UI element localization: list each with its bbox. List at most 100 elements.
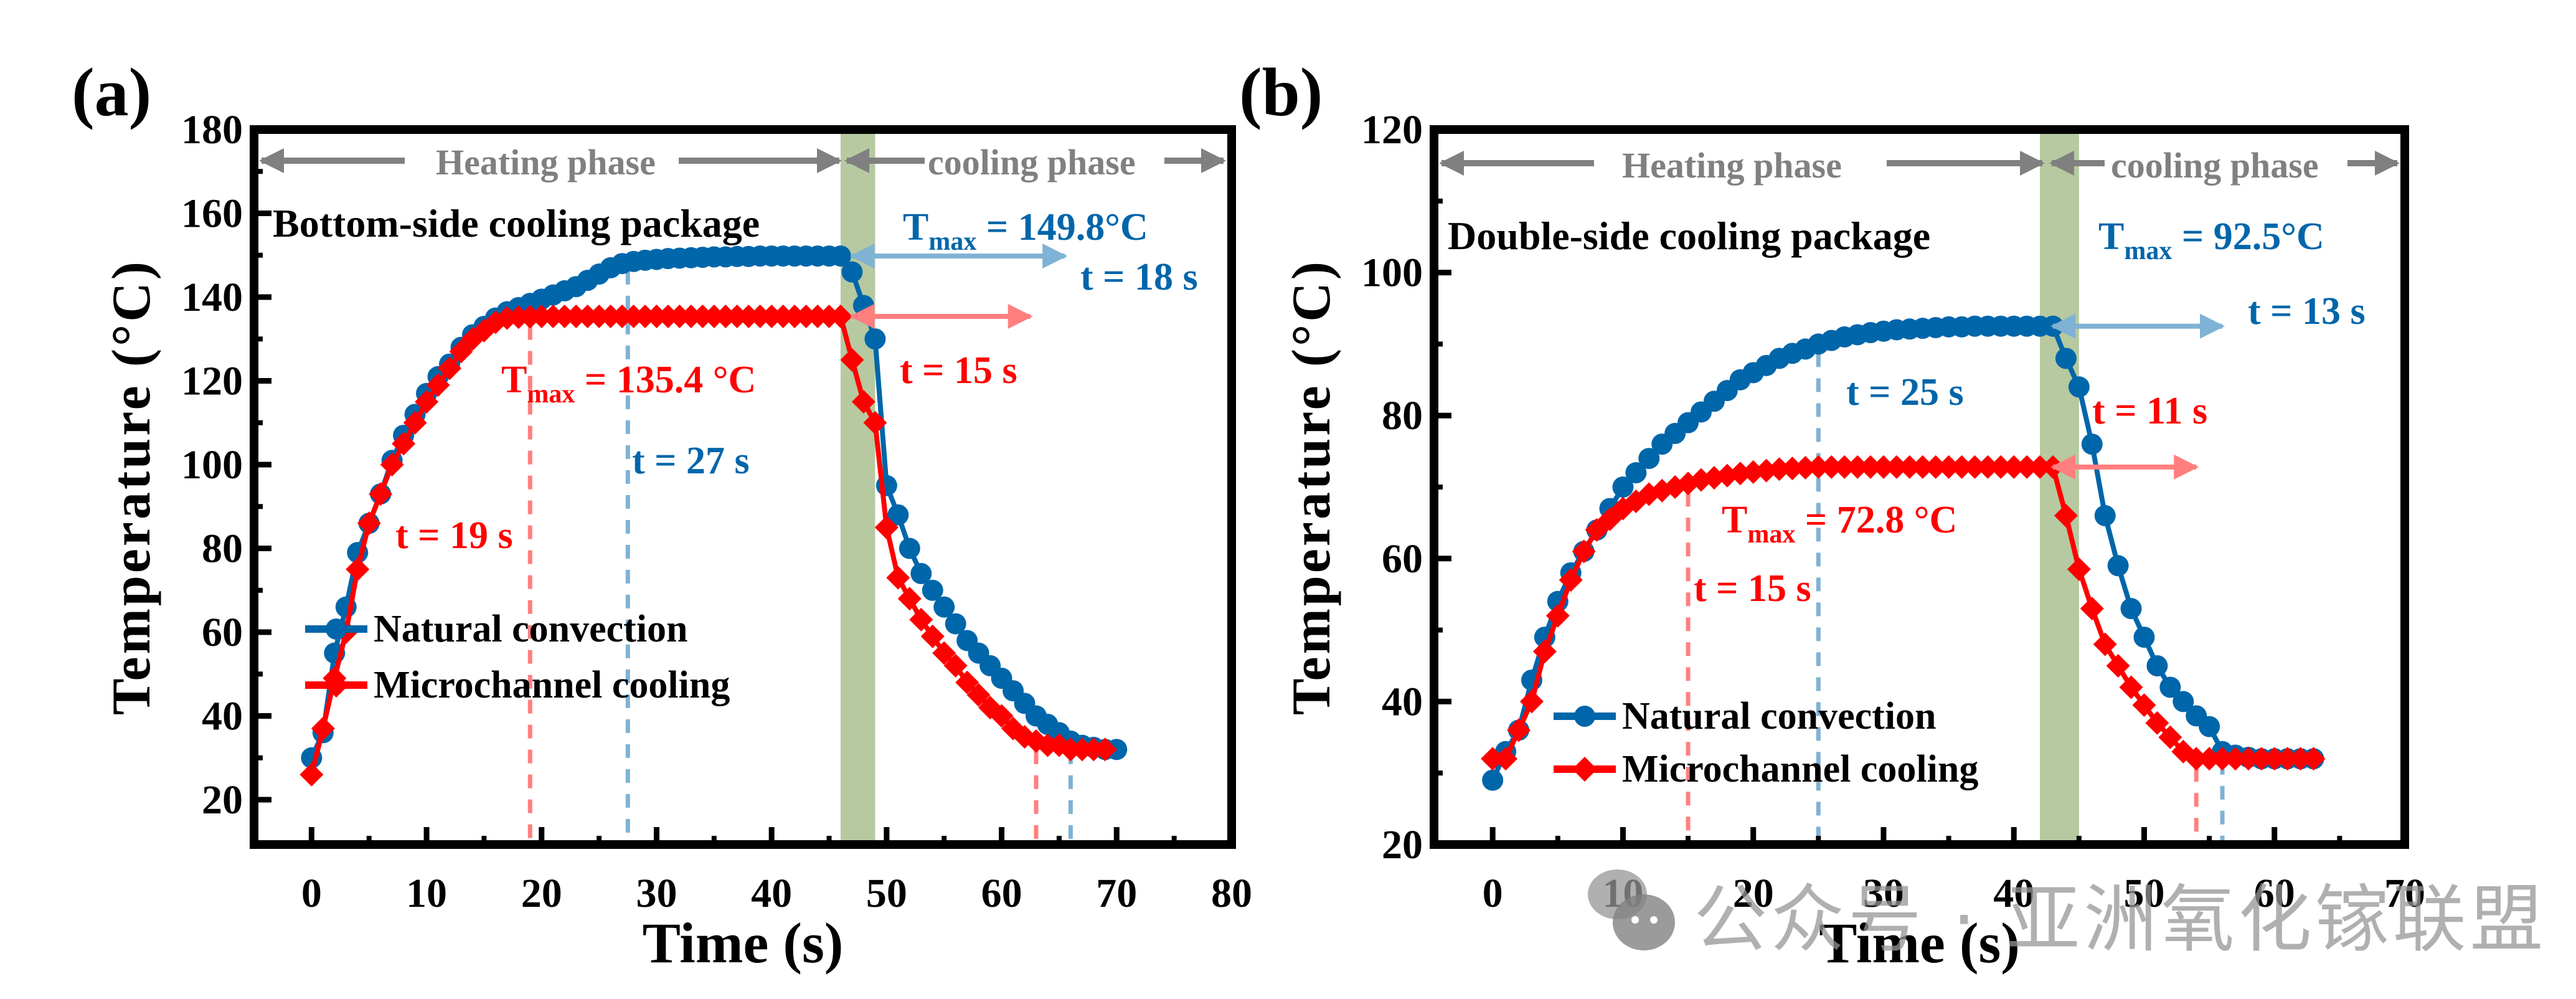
data-point-micro	[874, 515, 899, 539]
x-tick-label: 0	[301, 871, 322, 916]
data-point-micro	[369, 482, 393, 506]
data-point-micro	[1963, 455, 1987, 479]
x-tick-label: 40	[1993, 871, 2034, 916]
x-axis-label: Time (s)	[1819, 911, 2020, 975]
y-tick-label: 80	[202, 526, 243, 572]
x-tick-label: 10	[1602, 871, 1643, 916]
x-tick-label: 20	[1733, 871, 1774, 916]
annotation-t_micro_heat: t = 19 s	[395, 514, 513, 557]
annotation-t_natural_heat: t = 25 s	[1846, 371, 1964, 414]
data-point-micro	[1923, 455, 1948, 479]
data-point-micro	[1871, 455, 1895, 479]
data-point-micro	[2275, 747, 2300, 771]
data-point-micro	[1859, 455, 1883, 479]
data-point-natural	[2120, 598, 2142, 620]
annotation-tmax_natural: Tmax = 92.5°C	[2098, 215, 2324, 265]
data-point-natural	[899, 537, 920, 559]
data-point-micro	[1950, 455, 1974, 479]
annotation-t_micro_heat: t = 15 s	[1694, 567, 1811, 610]
data-point-natural	[910, 562, 932, 584]
data-point-micro	[1093, 737, 1117, 762]
data-point-micro	[1897, 455, 1922, 479]
data-point-natural	[1638, 448, 1660, 470]
data-point-natural	[1612, 476, 1634, 498]
y-axis-label: Temperature (°C)	[101, 259, 162, 715]
data-point-micro	[2210, 747, 2235, 771]
x-tick-label: 60	[981, 871, 1022, 916]
legend-microchannel-cooling: Microchannel cooling	[1622, 748, 1978, 790]
data-point-micro	[403, 410, 427, 435]
data-point-micro	[1884, 455, 1908, 479]
data-point-micro	[1532, 640, 1557, 664]
annotation-t_micro_cool: t = 15 s	[900, 349, 1017, 392]
data-point-micro	[2184, 747, 2209, 771]
data-point-micro	[886, 566, 910, 590]
data-point-micro	[1819, 455, 1844, 479]
data-point-micro	[966, 683, 991, 707]
data-point-micro	[380, 453, 404, 477]
transition-band	[841, 130, 875, 845]
y-tick-label: 60	[1382, 536, 1423, 582]
legend-marker-natural	[1574, 706, 1595, 727]
data-point-natural	[830, 245, 851, 267]
heating-phase-label: Heating phase	[436, 142, 656, 182]
data-point-micro	[943, 653, 968, 678]
chart-title: Bottom-side cooling package	[273, 201, 760, 245]
x-tick-label: 40	[751, 871, 792, 916]
x-tick-label: 0	[1483, 871, 1503, 916]
legend-microchannel-cooling: Microchannel cooling	[374, 664, 730, 706]
legend-natural-convection: Natural convection	[1622, 695, 1937, 737]
annotation-t_natural_cool: t = 18 s	[1080, 256, 1198, 298]
data-point-micro	[955, 670, 979, 694]
annotation-tmax_micro: Tmax = 135.4 °C	[501, 359, 756, 409]
y-tick-label: 100	[181, 442, 243, 488]
data-point-natural	[1625, 462, 1647, 484]
data-point-micro	[2119, 675, 2143, 699]
data-point-micro	[2145, 711, 2169, 735]
data-point-micro	[920, 624, 945, 648]
data-point-micro	[1598, 507, 1622, 531]
data-point-micro	[851, 390, 875, 414]
legend-marker-micro	[324, 673, 349, 698]
data-point-micro	[1507, 718, 1531, 742]
data-point-micro	[1494, 747, 1518, 771]
data-point-micro	[2262, 747, 2286, 771]
annotation-t_micro_cool: t = 11 s	[2092, 390, 2207, 432]
y-tick-label: 80	[1382, 393, 1423, 438]
data-point-micro	[2288, 747, 2313, 771]
data-point-micro	[1806, 455, 1831, 479]
data-point-micro	[829, 304, 852, 328]
panel-a: (a) 0 10 20 30 40 50 60 70 80 20 40 60 80 100 120 140 16…	[72, 54, 1252, 975]
annotation-tmax_natural: Tmax = 149.8°C	[903, 206, 1148, 256]
data-point-natural	[2055, 348, 2077, 369]
annotation-t_natural_cool: t = 13 s	[2248, 290, 2366, 333]
data-point-micro	[2106, 654, 2130, 678]
data-point-micro	[2236, 747, 2260, 771]
data-point-micro	[2197, 747, 2222, 771]
data-point-micro	[1545, 604, 1570, 628]
data-point-micro	[1780, 457, 1805, 481]
data-point-micro	[2002, 455, 2026, 479]
y-tick-label: 20	[202, 777, 243, 823]
panel-label: (b)	[1239, 54, 1323, 130]
y-tick-label: 100	[1361, 250, 1423, 296]
data-point-micro	[2158, 725, 2182, 749]
plot-area: 0 10 20 30 40 50 60 70 80 20 40 60 80 100 120 140 160 180…	[181, 107, 1252, 916]
annotation-t_natural_heat: t = 27 s	[632, 440, 750, 482]
data-point-micro	[2223, 747, 2247, 771]
data-point-natural	[1482, 769, 1504, 791]
y-tick-label: 40	[202, 694, 243, 739]
cooling-phase-label: cooling phase	[928, 142, 1136, 182]
chart-title: Double-side cooling package	[1448, 214, 1930, 258]
data-point-micro	[1519, 689, 1544, 714]
data-point-micro	[1481, 747, 1505, 771]
panel-b: (b) 0 10 20 30 40 50 60 70 20 40 60 80 100 120 Tmax = …	[1239, 54, 2425, 975]
data-point-micro	[2093, 632, 2117, 656]
data-point-natural	[922, 579, 943, 601]
data-point-natural	[933, 596, 955, 618]
data-point-natural	[2173, 691, 2194, 713]
data-point-micro	[346, 557, 370, 582]
x-axis-label: Time (s)	[643, 911, 844, 975]
y-tick-label: 140	[181, 275, 243, 320]
cooling-phase-label: cooling phase	[2111, 145, 2319, 186]
